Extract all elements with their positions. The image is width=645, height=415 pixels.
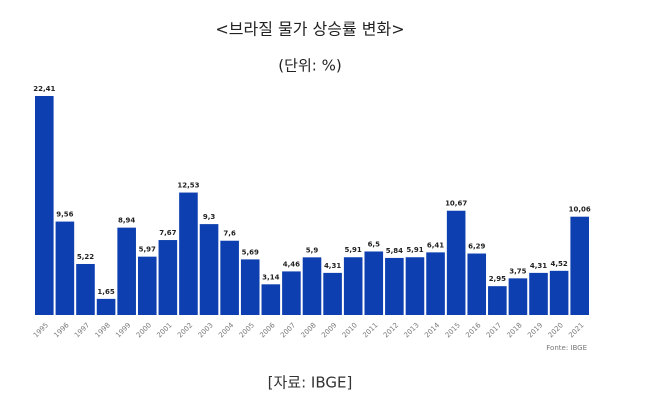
x-tick-label: 2000 bbox=[135, 321, 153, 339]
chart-source: Fonte: IBGE bbox=[546, 344, 587, 352]
x-tick-label: 2007 bbox=[279, 321, 297, 339]
bar bbox=[35, 96, 54, 315]
value-label: 3,75 bbox=[509, 267, 526, 275]
value-label: 22,41 bbox=[33, 85, 55, 93]
bar bbox=[302, 257, 322, 315]
bar bbox=[158, 240, 178, 315]
bar bbox=[323, 272, 342, 315]
x-tick-label: 2009 bbox=[320, 321, 338, 339]
x-tick-label: 1995 bbox=[32, 321, 50, 339]
x-tick-label: 2012 bbox=[382, 321, 400, 339]
x-tick-label: 2021 bbox=[567, 321, 585, 339]
x-tick-label: 2014 bbox=[423, 321, 442, 340]
value-label: 5,84 bbox=[386, 247, 403, 255]
value-label: 5,9 bbox=[306, 246, 319, 254]
bar bbox=[446, 210, 466, 315]
x-tick-label: 2001 bbox=[155, 321, 173, 339]
value-label: 7,67 bbox=[159, 229, 176, 237]
bar bbox=[55, 221, 75, 315]
value-label: 10,67 bbox=[445, 200, 467, 208]
x-tick-label: 2010 bbox=[341, 321, 359, 339]
source: [자료: IBGE] bbox=[268, 374, 353, 392]
bar bbox=[405, 257, 425, 315]
x-tick-label: 2013 bbox=[403, 321, 421, 339]
x-tick-label: 2017 bbox=[485, 321, 503, 339]
x-tick-label: 2019 bbox=[526, 321, 544, 339]
x-tick-label: 1999 bbox=[114, 321, 132, 339]
value-label: 9,56 bbox=[56, 211, 73, 219]
value-label: 5,97 bbox=[139, 246, 156, 254]
x-tick-label: 2015 bbox=[444, 321, 462, 339]
bar bbox=[282, 271, 301, 315]
bar bbox=[385, 257, 404, 315]
value-label: 5,69 bbox=[242, 248, 259, 256]
value-label: 2,95 bbox=[489, 275, 506, 283]
bar bbox=[96, 298, 116, 315]
bar bbox=[261, 284, 281, 315]
x-tick-label: 1998 bbox=[94, 321, 112, 339]
bar bbox=[179, 192, 198, 315]
value-label: 5,91 bbox=[345, 246, 362, 254]
bar bbox=[240, 259, 260, 315]
value-label: 5,22 bbox=[77, 253, 94, 261]
x-tick-label: 2005 bbox=[238, 321, 256, 339]
bar bbox=[467, 253, 487, 315]
x-tick-label: 2008 bbox=[300, 321, 318, 339]
x-tick-label: 1996 bbox=[52, 321, 71, 340]
value-label: 8,94 bbox=[118, 217, 135, 225]
value-label: 1,65 bbox=[97, 288, 114, 296]
value-label: 6,41 bbox=[427, 241, 444, 249]
bar bbox=[137, 256, 157, 315]
bar bbox=[570, 216, 589, 315]
bar bbox=[426, 252, 445, 315]
value-label: 4,31 bbox=[324, 262, 341, 270]
value-label: 12,53 bbox=[177, 182, 199, 190]
x-tick-label: 1997 bbox=[73, 321, 91, 339]
value-label: 5,91 bbox=[406, 246, 423, 254]
value-label: 4,46 bbox=[283, 260, 300, 268]
bar bbox=[488, 286, 507, 315]
bar bbox=[76, 263, 95, 315]
value-label: 6,29 bbox=[468, 243, 485, 251]
value-label: 4,52 bbox=[550, 260, 567, 268]
x-tick-label: 2002 bbox=[176, 321, 194, 339]
value-label: 6,5 bbox=[368, 240, 381, 248]
bar bbox=[364, 251, 384, 315]
x-tick-label: 2018 bbox=[505, 321, 523, 339]
value-label: 3,14 bbox=[262, 273, 279, 281]
bar bbox=[549, 270, 569, 315]
bar bbox=[220, 240, 239, 315]
value-label: 7,6 bbox=[223, 230, 236, 238]
x-tick-label: 2016 bbox=[464, 321, 483, 340]
bar bbox=[529, 272, 548, 315]
bar bbox=[508, 278, 528, 315]
bar bbox=[199, 224, 219, 315]
chart-title: <브라질 물가 상승률 변화> bbox=[215, 20, 404, 39]
x-tick-label: 2004 bbox=[217, 321, 236, 340]
bar bbox=[343, 257, 363, 315]
x-tick-label: 2006 bbox=[258, 321, 277, 340]
x-tick-label: 2020 bbox=[547, 321, 565, 339]
bar bbox=[117, 227, 136, 315]
x-tick-label: 2003 bbox=[197, 321, 215, 339]
chart-subtitle: (단위: %) bbox=[278, 57, 341, 75]
value-label: 4,31 bbox=[530, 262, 547, 270]
value-label: 9,3 bbox=[203, 213, 216, 221]
value-label: 10,06 bbox=[569, 206, 591, 214]
x-tick-label: 2011 bbox=[361, 321, 379, 339]
